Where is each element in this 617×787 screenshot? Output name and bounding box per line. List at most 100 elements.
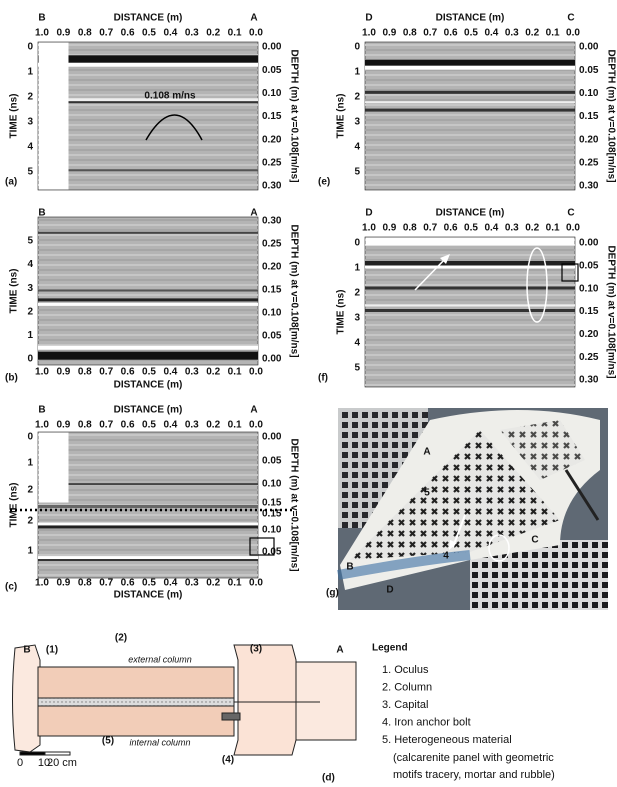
legend-item: 3. Capital [382, 699, 428, 711]
x-tick-label: 0.6 [121, 578, 135, 589]
y-tick-label: 0 [27, 432, 33, 443]
y-tick-label: 4 [27, 142, 33, 153]
panel-label: (b) [5, 373, 18, 384]
reflection [38, 559, 258, 561]
x-tick-label: 0.6 [444, 223, 458, 234]
x-tick-label: 0.1 [228, 578, 242, 589]
depth-tick-label: 0.05 [262, 547, 282, 558]
diagram-label: (3) [250, 644, 262, 655]
depth-tick-label: 0.05 [262, 331, 282, 342]
x-tick-label: 0.5 [142, 578, 156, 589]
x-tick-label: 0.9 [382, 28, 396, 39]
y-tick-label: 3 [354, 313, 360, 324]
depth-tick-label: 0.05 [262, 65, 282, 76]
depth-tick-label: 0.25 [262, 157, 282, 168]
photo-label: 5 [424, 488, 430, 499]
depth-tick-label: 0.30 [579, 375, 599, 386]
reflection [38, 352, 258, 360]
depth-tick-label: 0.15 [579, 306, 599, 317]
photo-label: A [423, 447, 430, 458]
reflection [38, 303, 258, 306]
end-letter: D [365, 208, 372, 219]
depth-tick-label: 0.20 [262, 262, 282, 273]
x-tick-label: 0.2 [206, 420, 220, 431]
x-tick-label: 0.8 [403, 28, 417, 39]
legend-title: Legend [372, 643, 408, 654]
x-axis-title: DISTANCE (m) [114, 380, 183, 391]
reflection [38, 483, 258, 485]
legend-item: 4. Iron anchor bolt [382, 716, 471, 728]
depth-axis-title: DEPTH (m) at v=0.108[m/ns] [288, 49, 299, 182]
y-tick-label: 2 [354, 288, 360, 299]
radargram-panel: BADISTANCE (m)1.00.90.80.70.60.50.40.30.… [5, 405, 299, 601]
diagram-label: A [336, 645, 343, 656]
depth-tick-label: 0.00 [262, 42, 282, 53]
end-letter: A [250, 13, 257, 24]
depth-axis-title: DEPTH (m) at v=0.108[m/ns] [288, 438, 299, 571]
x-tick-label: 0.9 [56, 420, 70, 431]
depth-tick-label: 0.10 [579, 283, 599, 294]
legend-item: 1. Oculus [382, 664, 429, 676]
reflection [365, 101, 575, 103]
y-tick-label: 1 [27, 330, 33, 341]
no-data [366, 238, 575, 246]
x-tick-label: 1.0 [35, 578, 49, 589]
y-tick-label: 4 [354, 142, 360, 153]
reflection [38, 523, 258, 526]
x-tick-label: 0.0 [566, 28, 580, 39]
y-tick-label: 2 [27, 485, 33, 496]
x-tick-label: 1.0 [35, 420, 49, 431]
reflection [38, 63, 258, 67]
y-tick-label: 2 [27, 306, 33, 317]
x-tick-label: 0.8 [78, 420, 92, 431]
x-tick-label: 0.7 [99, 420, 113, 431]
x-tick-label: 0.1 [546, 223, 560, 234]
y-tick-label: 1 [354, 67, 360, 78]
depth-tick-label: 0.00 [262, 432, 282, 443]
reflection [365, 91, 575, 94]
y-tick-label: 5 [27, 167, 33, 178]
diagram-label: (4) [222, 755, 234, 766]
panel-label: (f) [318, 373, 328, 384]
y-axis-title: TIME (ns) [336, 94, 347, 139]
depth-tick-label: 0.10 [262, 525, 282, 536]
reflection [365, 109, 575, 112]
radargram-panel: BADISTANCE (m)1.00.90.80.70.60.50.40.30.… [5, 208, 299, 391]
depth-tick-label: 0.25 [579, 157, 599, 168]
end-letter: D [365, 13, 372, 24]
depth-tick-label: 0.10 [262, 88, 282, 99]
reflection [38, 505, 258, 508]
x-tick-label: 0.2 [206, 28, 220, 39]
x-axis-title: DISTANCE (m) [114, 13, 183, 24]
x-tick-label: 0.8 [403, 223, 417, 234]
x-tick-label: 0.6 [121, 28, 135, 39]
y-tick-label: 5 [354, 363, 360, 374]
reflection [38, 290, 258, 292]
depth-tick-label: 0.15 [262, 111, 282, 122]
x-axis-title: DISTANCE (m) [114, 405, 183, 416]
end-letter: A [250, 208, 257, 219]
reflection [38, 556, 258, 559]
reflection [365, 66, 575, 70]
depth-tick-label: 0.00 [579, 42, 599, 53]
panel-label: (g) [326, 588, 339, 599]
panel-label: (a) [5, 177, 17, 188]
diagram-label: 20 cm [47, 757, 77, 769]
x-axis-title: DISTANCE (m) [436, 208, 505, 219]
y-tick-label: 3 [27, 117, 33, 128]
x-tick-label: 0.1 [228, 367, 242, 378]
end-letter: C [567, 13, 574, 24]
velocity-annotation: 0.108 m/ns [144, 91, 196, 102]
x-tick-label: 1.0 [35, 28, 49, 39]
x-tick-label: 1.0 [35, 367, 49, 378]
x-tick-label: 0.7 [99, 367, 113, 378]
reflection [38, 169, 258, 171]
x-tick-label: 0.3 [185, 420, 199, 431]
x-tick-label: 0.4 [163, 420, 177, 431]
depth-tick-label: 0.25 [262, 239, 282, 250]
end-letter: A [250, 405, 257, 416]
x-tick-label: 0.7 [99, 28, 113, 39]
end-letter: C [567, 208, 574, 219]
depth-tick-label: 0.00 [262, 354, 282, 365]
x-tick-label: 0.5 [464, 223, 478, 234]
